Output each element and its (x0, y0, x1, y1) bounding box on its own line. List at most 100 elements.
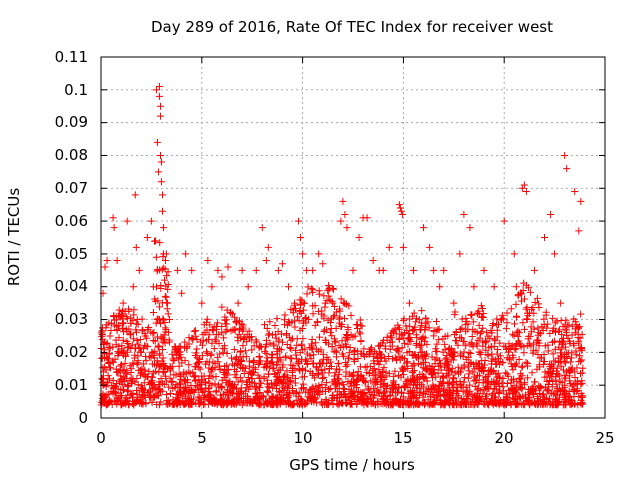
noise-point (524, 335, 532, 343)
data-point (399, 243, 407, 251)
data-point (547, 211, 555, 219)
data-point (103, 256, 111, 264)
noise-point (263, 387, 271, 395)
data-point (520, 181, 528, 189)
data-point (450, 375, 458, 383)
noise-point (356, 316, 364, 324)
noise-point (158, 266, 166, 274)
noise-point (467, 311, 475, 319)
noise-point (525, 394, 533, 402)
noise-point (348, 371, 356, 379)
data-point (480, 266, 488, 274)
noise-point (481, 384, 489, 392)
noise-point (510, 395, 518, 403)
data-point (571, 368, 579, 376)
noise-point (441, 355, 449, 363)
noise-point (425, 362, 433, 370)
noise-point (317, 366, 325, 374)
noise-point (425, 324, 433, 332)
noise-point (416, 385, 424, 393)
noise-point (215, 339, 223, 347)
noise-point (534, 294, 542, 302)
data-point (379, 266, 387, 274)
noise-point (155, 368, 163, 376)
data-point (214, 266, 222, 274)
noise-point (370, 384, 378, 392)
noise-point (207, 396, 215, 404)
noise-point (159, 368, 167, 376)
noise-point (281, 316, 289, 324)
noise-point (332, 353, 340, 361)
noise-point (276, 354, 284, 362)
noise-point (180, 377, 188, 385)
noise-point (181, 357, 189, 365)
noise-point (440, 385, 448, 393)
noise-point (354, 354, 362, 362)
noise-point (256, 379, 264, 387)
noise-point (181, 392, 189, 400)
noise-point (266, 339, 274, 347)
noise-point (457, 334, 465, 342)
noise-point (487, 367, 495, 375)
noise-point (238, 394, 245, 402)
noise-point (167, 364, 175, 372)
noise-point (167, 390, 175, 398)
noise-point (462, 389, 470, 397)
noise-point (336, 313, 344, 321)
noise-point (341, 300, 349, 308)
noise-point (209, 327, 217, 335)
data-point (561, 151, 569, 159)
noise-point (129, 389, 137, 397)
noise-point (203, 358, 211, 366)
noise-point (460, 361, 468, 369)
noise-point (223, 326, 231, 334)
noise-point (121, 359, 129, 367)
noise-point (185, 334, 193, 342)
noise-point (309, 286, 317, 294)
noise-point (478, 357, 486, 365)
data-point (208, 283, 216, 291)
noise-point (522, 281, 530, 289)
noise-point (123, 338, 131, 346)
noise-point (430, 326, 438, 334)
noise-point (193, 345, 201, 353)
noise-point (357, 350, 365, 358)
data-point (426, 243, 434, 251)
noise-point (391, 367, 399, 375)
noise-point (227, 354, 235, 362)
noise-point (574, 378, 582, 386)
noise-point (239, 342, 247, 350)
noise-point (498, 379, 506, 387)
noise-point (181, 400, 189, 408)
noise-point (555, 328, 563, 336)
noise-point (495, 388, 503, 396)
noise-point (118, 310, 126, 318)
noise-point (345, 354, 353, 362)
noise-point (156, 239, 164, 247)
noise-point (327, 362, 335, 370)
noise-point (172, 371, 180, 379)
x-tick-label-15: 15 (393, 429, 412, 447)
noise-point (135, 344, 143, 352)
data-point (218, 273, 226, 281)
noise-point (281, 384, 289, 392)
noise-point (196, 338, 204, 346)
noise-point (336, 305, 344, 313)
noise-point (337, 344, 345, 352)
noise-point (451, 369, 459, 377)
noise-point (336, 319, 344, 327)
data-point (303, 266, 311, 274)
noise-point (490, 335, 498, 343)
noise-point (486, 368, 494, 376)
noise-point (474, 390, 482, 398)
noise-point (565, 388, 573, 396)
noise-point (323, 399, 331, 407)
noise-point (464, 374, 472, 382)
y-tick-label-0: 0 (78, 409, 88, 427)
x-tick-label-10: 10 (293, 429, 312, 447)
noise-point (208, 339, 216, 347)
noise-point (330, 303, 338, 311)
noise-point (510, 382, 518, 390)
noise-point (454, 386, 462, 394)
noise-point (107, 397, 115, 405)
